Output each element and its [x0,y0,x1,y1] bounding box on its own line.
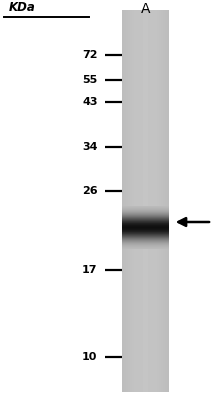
Text: 10: 10 [82,352,98,362]
Text: KDa: KDa [8,1,35,14]
Text: 17: 17 [82,265,98,275]
Text: 43: 43 [82,97,98,107]
Text: 26: 26 [82,186,98,196]
Text: 55: 55 [82,75,98,85]
Text: 72: 72 [82,50,98,60]
Text: 34: 34 [82,142,98,152]
Text: A: A [141,2,150,16]
